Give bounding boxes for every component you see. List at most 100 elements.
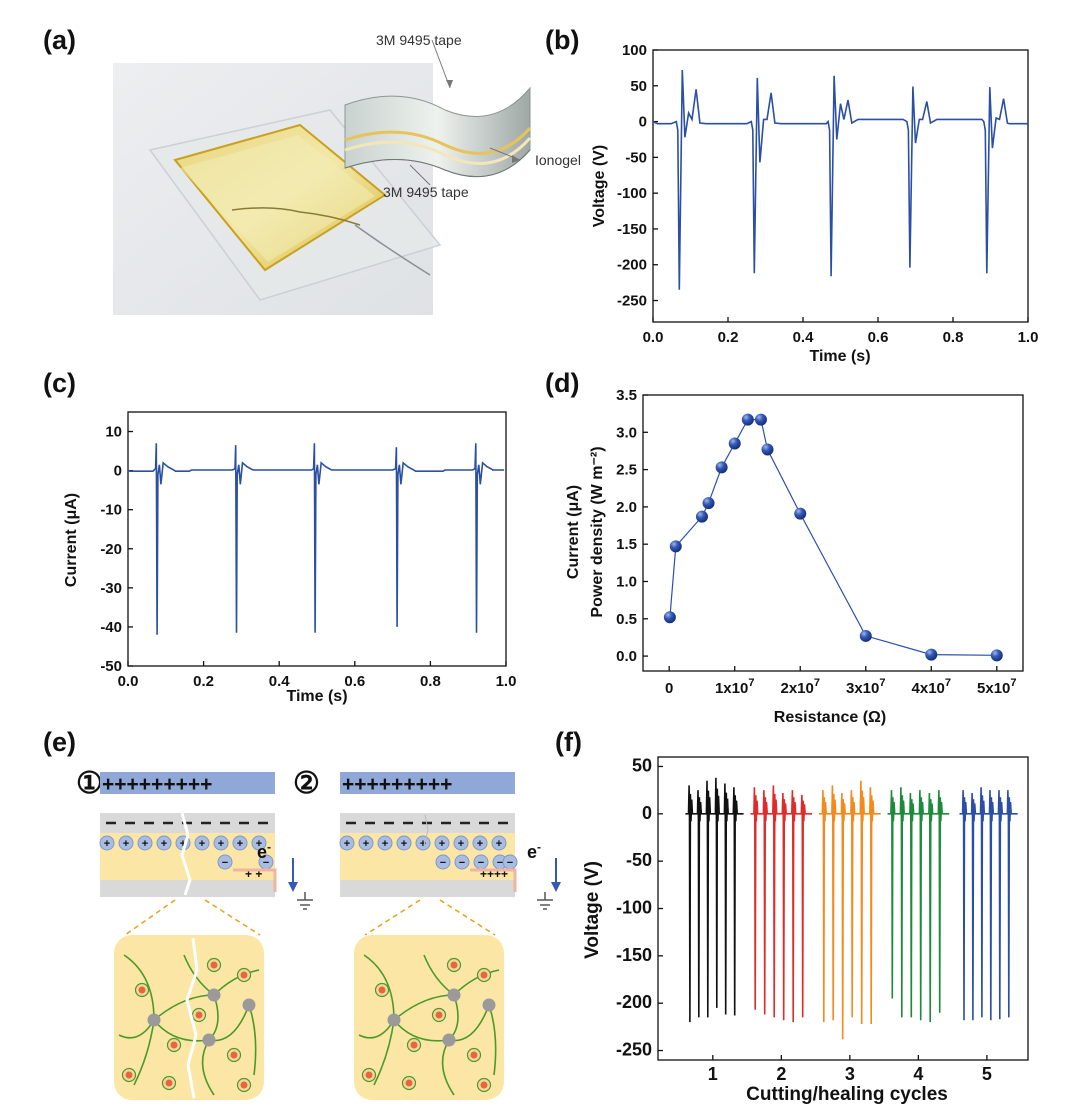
ion-core	[170, 1041, 178, 1049]
y-tick-label: -30	[100, 580, 122, 597]
x-tick-label: 0.8	[943, 329, 964, 346]
y-tick-label: 0	[642, 803, 652, 823]
ion-sign: −	[497, 857, 503, 869]
cation-marker	[491, 835, 507, 851]
ion-core	[480, 971, 488, 979]
ion-sign: +	[420, 838, 426, 850]
y-tick-label: -50	[626, 850, 652, 870]
cation-marker	[339, 835, 355, 851]
ion-sign: +	[161, 838, 167, 850]
step-2-marker: ②	[293, 767, 320, 800]
ion-core	[210, 961, 218, 969]
ion-sign: +	[363, 838, 369, 850]
panel-label-d: (d)	[545, 368, 580, 398]
panel-a-tape-schematic: 3M 9495 tape Ionogel 3M 9495 tape	[344, 32, 581, 200]
panel-label-b: (b)	[545, 25, 580, 55]
cycle-4-series-line	[887, 787, 950, 1023]
y-tick-label: -20	[100, 541, 122, 558]
power-data-point	[728, 437, 741, 450]
anion-marker	[217, 854, 233, 870]
x-tick-label: 0.6	[344, 673, 365, 690]
power-data-point	[741, 413, 754, 426]
ion-sign: +	[237, 838, 243, 850]
ion-core	[365, 1071, 373, 1079]
cation-marker	[472, 835, 488, 851]
y-tick-label: 3.5	[616, 387, 637, 404]
crosslink-node	[147, 1013, 161, 1027]
y-tick-label: -200	[617, 257, 647, 274]
panel-e-schematic: ① +++++++++ + + + + + + + + +− − + + e- ② +++++++…	[76, 767, 561, 1100]
panel-b-series	[652, 69, 1028, 290]
ion-sign: −	[507, 857, 513, 869]
power-data-point	[794, 507, 807, 520]
power-data-point	[859, 629, 872, 642]
y-tick-label: -10	[100, 502, 122, 519]
panel-c-xlabel: Time (s)	[286, 688, 347, 705]
ion-sign: −	[459, 857, 465, 869]
x-tick-label: 1	[708, 1064, 718, 1084]
ion-sign: +	[180, 838, 186, 850]
cycle-3-series-line	[819, 780, 881, 1040]
x-tick-label: 0.4	[793, 329, 815, 346]
cation-marker	[377, 835, 393, 851]
panel-f-cycles-chart: 1 2 3 4 5 50 0 -50 -100 -150 -200 -250 Cutting/hea…	[582, 755, 1029, 1105]
y-tick-label: 3.0	[616, 424, 637, 441]
x-tick-label: 1.0	[1018, 329, 1039, 346]
ion-core	[470, 1051, 478, 1059]
y-tick-label: 1.5	[616, 536, 637, 553]
x-tick-label: 4x107	[912, 677, 952, 697]
ion-core	[138, 986, 146, 994]
panel-f-xlabel: Cutting/healing cycles	[746, 1084, 948, 1105]
panel-f-x-ticks: 1 2 3 4 5	[708, 1055, 992, 1084]
x-tick-label: 0.4	[269, 673, 291, 690]
panel-f-y-ticks: 50 0 -50 -100 -150 -200 -250	[616, 755, 663, 1060]
y-tick-label: -40	[100, 619, 122, 636]
label-bottom-tape: 3M 9495 tape	[383, 184, 469, 200]
panel-c-series	[127, 443, 505, 635]
ion-core	[165, 1079, 173, 1087]
x-tick-label: 0.2	[718, 329, 739, 346]
x-tick-label: 2	[776, 1064, 786, 1084]
y-tick-label: 100	[622, 42, 647, 59]
panel-b-ylabel: Voltage (V)	[591, 145, 608, 227]
positive-charges-right: +++++++++	[342, 773, 452, 796]
y-tick-label: -250	[617, 293, 647, 310]
power-data-point	[669, 540, 682, 553]
x-tick-label: 0.0	[118, 673, 139, 690]
crosslink-node	[482, 998, 496, 1012]
ion-sign: +	[496, 838, 502, 850]
crosslink-node	[202, 1033, 216, 1047]
y-tick-label: -200	[616, 992, 652, 1012]
anion-marker	[454, 854, 470, 870]
power-data-point	[990, 649, 1003, 662]
cycle-5-series-line	[959, 787, 1018, 1021]
cation-marker	[232, 835, 248, 851]
x-tick-label: 4	[913, 1064, 923, 1084]
y-tick-label: -50	[625, 149, 647, 166]
panel-label-c: (c)	[43, 368, 76, 398]
ion-core	[195, 1011, 203, 1019]
panel-d-y-ticks: 0.0 0.5 1.0 1.5 2.0 2.5 3.0 3.5	[616, 387, 648, 665]
y-tick-label: 50	[632, 755, 652, 775]
y-tick-label: -100	[617, 185, 647, 202]
ion-sign: +	[344, 838, 350, 850]
cation-marker	[251, 835, 267, 851]
ion-sign: +	[123, 838, 129, 850]
power-data-point	[715, 461, 728, 474]
panel-b-voltage-chart: 0.0 0.2 0.4 0.6 0.8 1.0 100 50 0 -50 -100 -150 -200…	[591, 42, 1038, 365]
panel-c-y-ticks: 10 0 -10 -20 -30 -40 -50	[100, 424, 133, 675]
power-data-point	[695, 510, 708, 523]
panel-label-f: (f)	[555, 727, 582, 757]
crosslink-node	[387, 1013, 401, 1027]
power-data-point	[754, 413, 767, 426]
power-series-line	[669, 419, 997, 656]
panel-c-x-ticks: 0.0 0.2 0.4 0.6 0.8 1.0	[118, 661, 516, 690]
ion-sign: +	[401, 838, 407, 850]
y-tick-label: 10	[105, 424, 122, 441]
positive-charges-left: +++++++++	[102, 773, 212, 796]
ion-sign: +	[477, 838, 483, 850]
x-tick-label: 0.2	[193, 673, 214, 690]
step-1-marker: ①	[76, 767, 103, 800]
ion-sign: +	[199, 838, 205, 850]
cation-marker	[137, 835, 153, 851]
